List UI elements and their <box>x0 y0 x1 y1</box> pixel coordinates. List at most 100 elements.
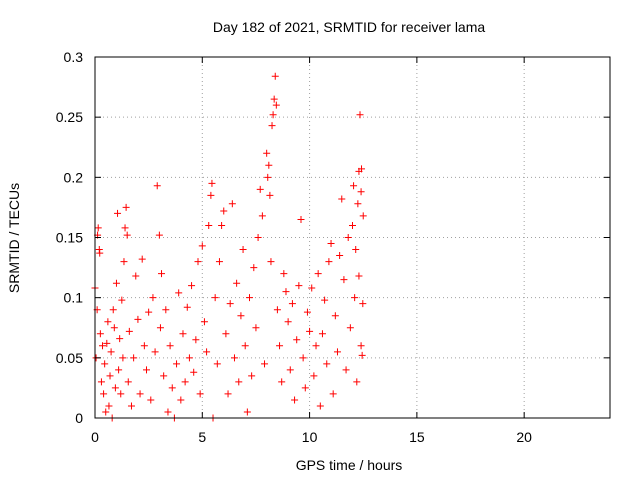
data-point <box>264 173 272 181</box>
data-point <box>160 372 168 380</box>
data-point <box>342 366 350 374</box>
data-point <box>357 342 365 350</box>
data-point <box>333 348 341 356</box>
data-point <box>293 336 301 344</box>
data-point <box>215 258 223 266</box>
data-point <box>125 327 133 335</box>
data-point <box>258 212 266 220</box>
data-point <box>350 182 358 190</box>
data-point <box>121 224 129 232</box>
data-point <box>106 372 114 380</box>
data-point <box>354 200 362 208</box>
data-point <box>295 282 303 290</box>
data-point <box>168 384 176 392</box>
data-point <box>123 231 131 239</box>
data-point <box>318 330 326 338</box>
data-point <box>359 212 367 220</box>
x-tick-label: 15 <box>409 429 425 445</box>
data-point <box>198 242 206 250</box>
data-point <box>278 378 286 386</box>
y-tick-label: 0.3 <box>64 49 84 65</box>
data-point <box>224 390 232 398</box>
data-point <box>268 122 276 130</box>
data-point <box>208 179 216 187</box>
data-point <box>276 342 284 350</box>
data-point <box>226 300 234 308</box>
data-point <box>107 348 115 356</box>
data-point <box>282 288 290 296</box>
data-point <box>246 294 253 302</box>
data-point <box>239 246 247 254</box>
chart-title: Day 182 of 2021, SRMTID for receiver lam… <box>213 19 486 35</box>
data-point <box>273 306 281 314</box>
data-point <box>351 294 359 302</box>
data-point <box>222 330 230 338</box>
data-point <box>213 360 221 368</box>
y-tick-label: 0.25 <box>56 109 83 125</box>
data-point <box>110 324 118 332</box>
x-tick-label: 20 <box>516 429 532 445</box>
plot-frame <box>94 56 611 419</box>
data-point <box>162 306 170 314</box>
data-point <box>230 354 238 362</box>
data-point <box>286 366 294 374</box>
data-point <box>358 165 366 173</box>
y-tick-label: 0.1 <box>64 290 84 306</box>
data-point <box>266 191 274 199</box>
x-tick-label: 0 <box>91 429 99 445</box>
data-point <box>321 296 329 304</box>
data-point <box>269 111 277 119</box>
data-point <box>280 270 288 278</box>
data-point <box>94 224 102 232</box>
data-point <box>308 284 316 292</box>
data-point <box>359 300 367 308</box>
data-point <box>102 408 110 416</box>
data-point <box>185 354 193 362</box>
data-point <box>155 231 163 239</box>
data-point <box>331 312 339 320</box>
data-point <box>100 390 108 398</box>
x-tick-label: 5 <box>198 429 206 445</box>
data-point <box>355 272 363 280</box>
data-point <box>267 258 275 266</box>
data-point <box>127 402 135 410</box>
data-point <box>256 185 264 193</box>
data-point <box>203 348 211 356</box>
data-point <box>314 270 322 278</box>
data-point <box>218 221 226 229</box>
data-point <box>116 335 124 343</box>
data-point <box>263 149 271 157</box>
data-point <box>301 384 309 392</box>
data-point <box>114 209 122 217</box>
data-point <box>177 396 185 404</box>
data-point <box>241 342 249 350</box>
data-point <box>194 258 202 266</box>
data-point <box>122 203 130 211</box>
data-point <box>270 95 278 103</box>
data-point <box>96 249 104 257</box>
data-point <box>207 191 215 199</box>
data-point <box>344 234 352 241</box>
data-point <box>310 372 318 380</box>
data-point <box>336 252 344 260</box>
data-point <box>306 327 314 335</box>
data-point <box>105 402 113 410</box>
data-point <box>96 330 104 338</box>
data-point <box>179 330 187 338</box>
data-point <box>166 342 174 350</box>
data-point <box>140 342 148 350</box>
data-point <box>99 342 107 350</box>
y-tick-label: 0.05 <box>56 350 83 366</box>
data-point <box>325 258 333 266</box>
data-point <box>299 354 307 362</box>
data-point <box>357 188 365 196</box>
data-point <box>272 101 280 109</box>
data-point <box>250 264 258 272</box>
data-point <box>175 289 183 297</box>
data-point <box>109 306 117 314</box>
data-point <box>183 303 191 311</box>
data-point <box>211 294 219 302</box>
x-tick-label: 10 <box>302 429 318 445</box>
y-tick-label: 0.15 <box>56 230 83 246</box>
data-point <box>243 408 251 416</box>
